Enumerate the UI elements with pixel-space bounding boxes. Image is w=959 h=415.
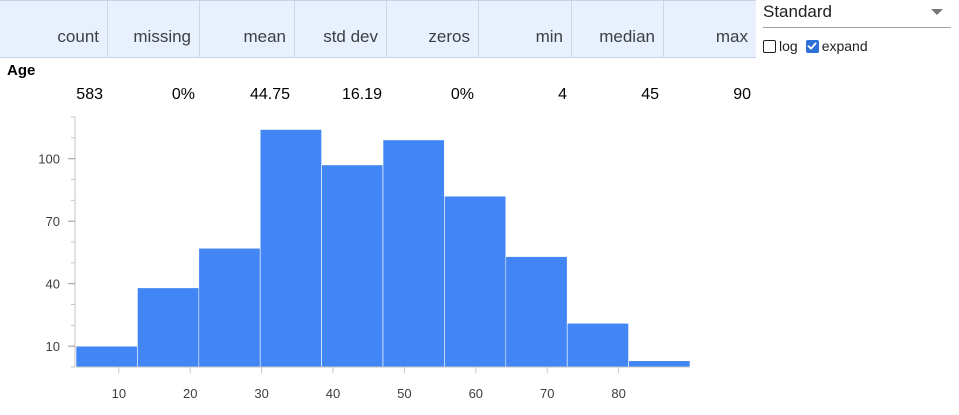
age-histogram: 10 40 70 100 10 20 30 40 50 60 70 80 [38,116,691,401]
y-tick-label: 70 [46,214,60,229]
column-header-label: missing [133,27,191,46]
y-tick-label: 100 [38,152,60,167]
stat-missing: 0% [171,86,195,103]
x-tick-label: 30 [254,386,268,401]
x-tick-label: 40 [326,386,340,401]
column-header-label: count [57,27,99,46]
stats-header: count missing mean std dev zeros min med… [0,0,756,58]
column-header-count: count [0,1,108,57]
column-header-label: zeros [428,27,470,46]
x-tick-label: 60 [469,386,483,401]
feature-name: Age [7,62,36,79]
stat-count: 583 [76,86,103,103]
histogram-bar-2 [137,287,200,368]
expand-checkbox-label: expand [821,38,868,54]
stat-mean: 44.75 [249,86,290,103]
log-checkbox[interactable]: log [763,38,798,54]
histogram-bar-4 [259,129,322,368]
column-header-label: median [599,27,655,46]
column-header-label: min [535,27,563,46]
checkbox-checked-icon[interactable] [805,39,819,53]
x-tick-label: 70 [540,386,554,401]
histogram-bar-8 [505,256,568,368]
column-header-std-dev: std dev [295,1,387,57]
column-header-label: mean [243,27,286,46]
chart-options: log expand [763,37,876,55]
y-tick-label: 40 [46,277,60,292]
column-header-min: min [479,1,572,57]
column-header-label: std dev [323,27,378,46]
x-tick-label: 20 [183,386,197,401]
histogram-bar-7 [444,195,507,368]
column-header-zeros: zeros [387,1,479,57]
stats-row: 583 0% 44.75 16.19 0% 4 45 90 [0,86,756,108]
column-header-max: max [664,1,756,57]
chevron-down-icon[interactable] [931,9,943,15]
histogram-bar-9 [566,322,629,368]
x-tick-label: 80 [611,386,625,401]
log-checkbox-label: log [779,38,798,54]
x-tick-label: 10 [112,386,126,401]
column-header-mean: mean [200,1,295,57]
histogram-bar-10 [628,360,691,368]
column-header-missing: missing [108,1,200,57]
histogram-bar-3 [198,247,261,368]
stat-min: 4 [558,86,567,103]
stat-std-dev: 16.19 [341,86,382,103]
scale-dropdown[interactable]: Standard [763,0,951,28]
column-header-median: median [572,1,664,57]
stat-zeros: 0% [450,86,474,103]
checkbox-unchecked-icon[interactable] [763,39,776,53]
expand-checkbox[interactable]: expand [805,38,868,54]
column-header-label: max [715,27,748,46]
scale-dropdown-value: Standard [763,2,832,21]
x-tick-label: 50 [397,386,411,401]
stat-max: 90 [733,86,751,103]
histogram-bar-1 [75,345,138,368]
y-tick-label: 10 [46,339,60,354]
histogram-bar-5 [321,164,384,368]
chart-controls: Standard log expand [756,0,959,58]
histogram-bar-6 [382,139,445,368]
stat-median: 45 [641,86,659,103]
